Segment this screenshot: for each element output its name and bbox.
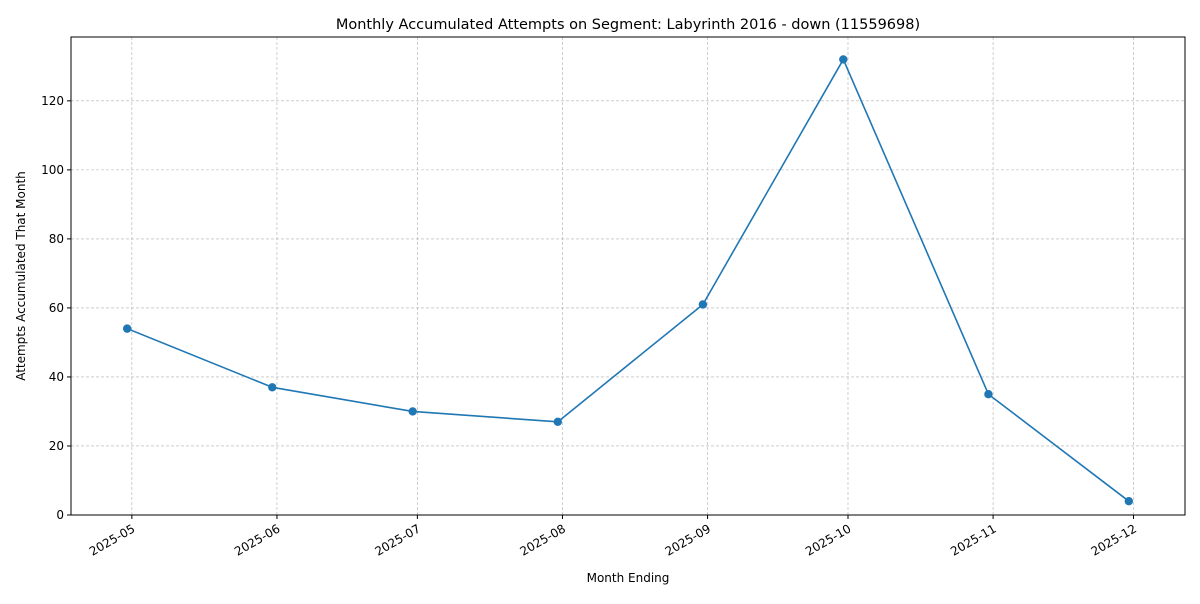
plot-frame	[70, 36, 1186, 516]
x-tick-label: 2025-06	[232, 521, 282, 558]
x-tick-label: 2025-12	[1089, 521, 1139, 558]
x-tick-label: 2025-07	[372, 521, 422, 558]
data-point	[122, 324, 132, 333]
x-tick-label: 2025-10	[803, 521, 853, 558]
x-tick-label: 2025-09	[663, 521, 713, 558]
y-axis-title: Attempts Accumulated That Month	[14, 171, 28, 381]
y-tick-label: 20	[49, 439, 64, 453]
x-tick-label: 2025-08	[518, 521, 568, 558]
x-axis-title: Month Ending	[587, 571, 670, 585]
y-tick-label: 0	[56, 508, 64, 522]
data-point	[698, 300, 708, 309]
series-line	[126, 58, 1130, 502]
data-point	[408, 407, 417, 416]
data-point	[1124, 496, 1134, 506]
series-layer	[122, 55, 1134, 506]
x-tick-label: 2025-11	[948, 521, 998, 558]
y-tick-label: 40	[49, 370, 64, 384]
x-tick-label: 2025-05	[87, 521, 137, 558]
y-tick-label: 120	[41, 94, 64, 108]
y-axis-ticks: 0 20 40 60 80 100 120	[41, 94, 71, 522]
y-tick-label: 100	[41, 163, 64, 177]
data-point	[268, 383, 277, 392]
y-tick-label: 80	[49, 232, 64, 246]
data-point	[984, 390, 993, 399]
grid-lines	[71, 37, 1185, 516]
data-point	[839, 55, 848, 64]
y-tick-label: 60	[49, 301, 64, 315]
x-axis-ticks: 2025-05 2025-06 2025-07 2025-08 2025-09 2025-…	[87, 515, 1139, 559]
data-point	[553, 417, 562, 427]
chart-title: Monthly Accumulated Attempts on Segment:…	[336, 17, 920, 33]
